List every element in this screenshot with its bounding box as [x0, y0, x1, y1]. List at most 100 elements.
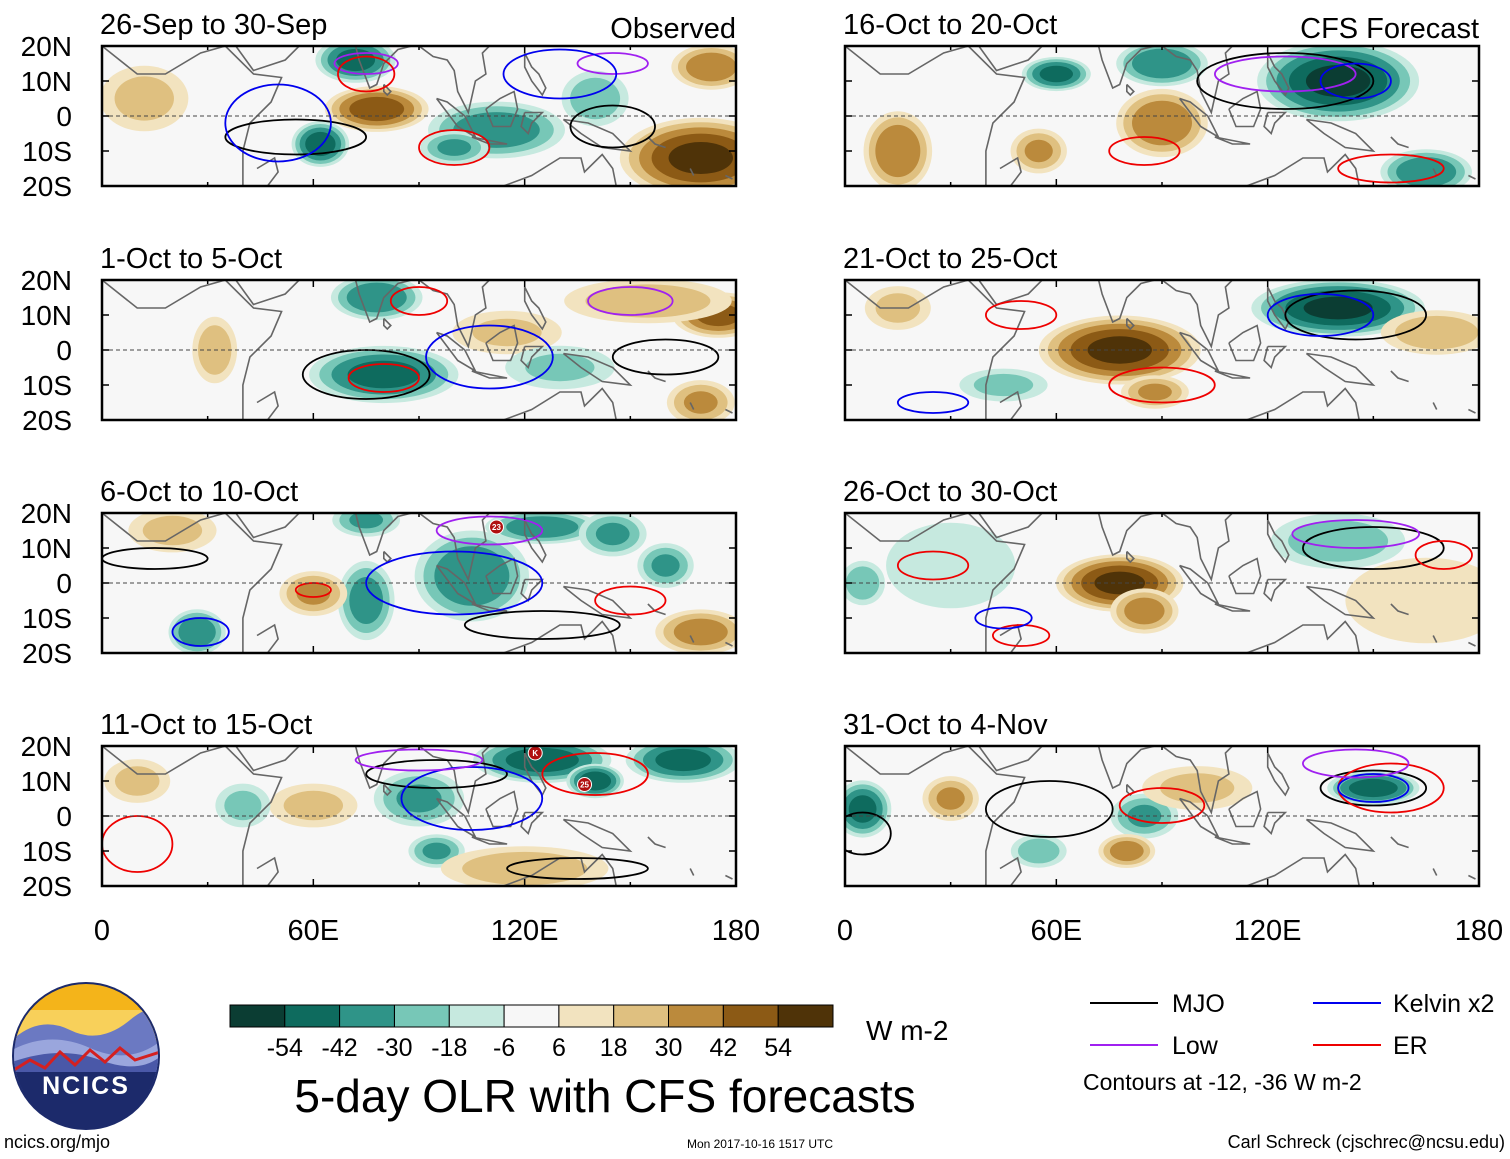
olr-anomaly-blob — [279, 571, 348, 616]
coastline — [1468, 174, 1476, 180]
olr-anomaly-blob — [291, 121, 350, 167]
olr-level-fill — [655, 748, 711, 772]
olr-level-fill — [585, 284, 711, 318]
colorbar-units: W m-2 — [866, 1015, 948, 1046]
olr-anomaly-blob — [505, 345, 615, 390]
olr-level-fill — [936, 787, 965, 810]
y-tick-label: 20N — [21, 31, 72, 62]
coastline — [1126, 550, 1135, 564]
olr-anomaly-blob — [1110, 793, 1179, 839]
storm-marker: 25 — [577, 777, 593, 792]
contour-kelvin-x2 — [425, 324, 554, 390]
storm-marker: K — [527, 746, 543, 761]
coastline — [1263, 811, 1288, 835]
panel-period-label: 26-Sep to 30-Sep — [100, 9, 327, 41]
olr-level-fill — [224, 790, 262, 821]
olr-level-fill — [347, 360, 420, 389]
olr-anomaly-blob — [1345, 557, 1479, 644]
contour-low — [333, 52, 399, 75]
colorbar-swatch — [229, 1004, 286, 1028]
colorbar-tick-label: -42 — [322, 1034, 358, 1062]
contour-mjo — [1319, 769, 1428, 807]
x-tick-label: 0 — [94, 915, 110, 947]
olr-panel: 21-Oct to 25-Oct — [843, 243, 1481, 422]
footer-author: Carl Schreck (cjschrec@ncsu.edu) — [1228, 1132, 1505, 1152]
coastline — [1468, 641, 1476, 647]
olr-level-fill — [1345, 557, 1479, 644]
olr-level-fill — [349, 577, 384, 624]
olr-level-fill — [437, 139, 472, 156]
coastlines — [845, 513, 1476, 653]
coastline — [1214, 136, 1251, 145]
y-tick-label: 10N — [21, 300, 72, 331]
contour-kelvin-x2 — [1266, 293, 1375, 337]
colorbar-tick-label: -18 — [431, 1034, 467, 1062]
olr-level-fill — [336, 48, 376, 72]
olr-level-fill — [668, 142, 733, 174]
coastline — [1246, 387, 1360, 420]
coastline — [1390, 603, 1409, 616]
contour-er — [337, 55, 396, 93]
contour-low — [1291, 519, 1421, 549]
coastline — [689, 635, 695, 643]
contour-mjo — [224, 118, 368, 156]
olr-anomaly-blob — [414, 530, 530, 622]
olr-level-fill — [142, 515, 203, 546]
coastline — [102, 280, 283, 420]
olr-anomaly-blob — [671, 46, 736, 90]
coastline — [845, 46, 1026, 186]
x-tick-label: 180 — [1455, 915, 1503, 947]
panel-period-label: 26-Oct to 30-Oct — [843, 476, 1057, 508]
coastline — [1305, 818, 1376, 853]
y-tick-label: 0 — [56, 801, 72, 832]
colorbar-tick-label: 54 — [764, 1034, 792, 1062]
colorbar-swatch — [339, 1004, 395, 1028]
coastline — [999, 856, 1022, 886]
y-tick-label: 10N — [21, 66, 72, 97]
panel-period-label: 21-Oct to 25-Oct — [843, 243, 1057, 275]
coastline — [689, 168, 695, 176]
coastline — [256, 856, 279, 886]
coastlines — [102, 513, 733, 653]
coastline — [978, 746, 1043, 772]
coastline — [235, 513, 300, 539]
contour-er — [992, 624, 1051, 647]
olr-anomaly-blob — [886, 522, 1016, 609]
coastline — [1084, 280, 1156, 324]
y-tick-label: 20N — [21, 498, 72, 529]
olr-level-fill — [886, 522, 1016, 609]
y-tick-label: 20S — [22, 871, 72, 902]
olr-anomaly-blob — [1327, 770, 1420, 806]
coastline — [523, 52, 547, 97]
panel-period-label: 6-Oct to 10-Oct — [100, 476, 298, 508]
storm-marker: 23 — [488, 519, 504, 535]
coastline — [1263, 111, 1288, 135]
coastline — [647, 836, 666, 849]
olr-level-fill — [683, 391, 718, 414]
coastline — [382, 783, 392, 797]
coastline — [1246, 153, 1360, 186]
coastline — [1214, 370, 1251, 379]
colorbar-swatch — [558, 1004, 615, 1028]
coastline — [382, 317, 392, 331]
coastline — [1178, 97, 1221, 140]
olr-level-fill — [1132, 48, 1192, 79]
x-tick-label: 0 — [837, 915, 853, 947]
logo-text: NCICS — [42, 1072, 130, 1100]
coastline — [485, 790, 519, 828]
coastline — [435, 564, 478, 607]
olr-anomaly-blob — [324, 86, 429, 132]
panel-period-label: 16-Oct to 20-Oct — [843, 9, 1057, 41]
coastline — [999, 390, 1022, 420]
coastline — [523, 286, 547, 331]
legend-label: ER — [1393, 1032, 1428, 1060]
panel-tag-label: Observed — [610, 13, 736, 45]
olr-level-fill — [1124, 597, 1165, 625]
colorbar-swatch — [777, 1004, 834, 1028]
olr-anomaly-blob — [578, 513, 647, 557]
contour-mjo — [506, 857, 649, 880]
olr-anomaly-blob — [168, 609, 226, 653]
coastline — [562, 585, 633, 620]
coastline — [503, 153, 617, 186]
y-tick-label: 0 — [56, 101, 72, 132]
